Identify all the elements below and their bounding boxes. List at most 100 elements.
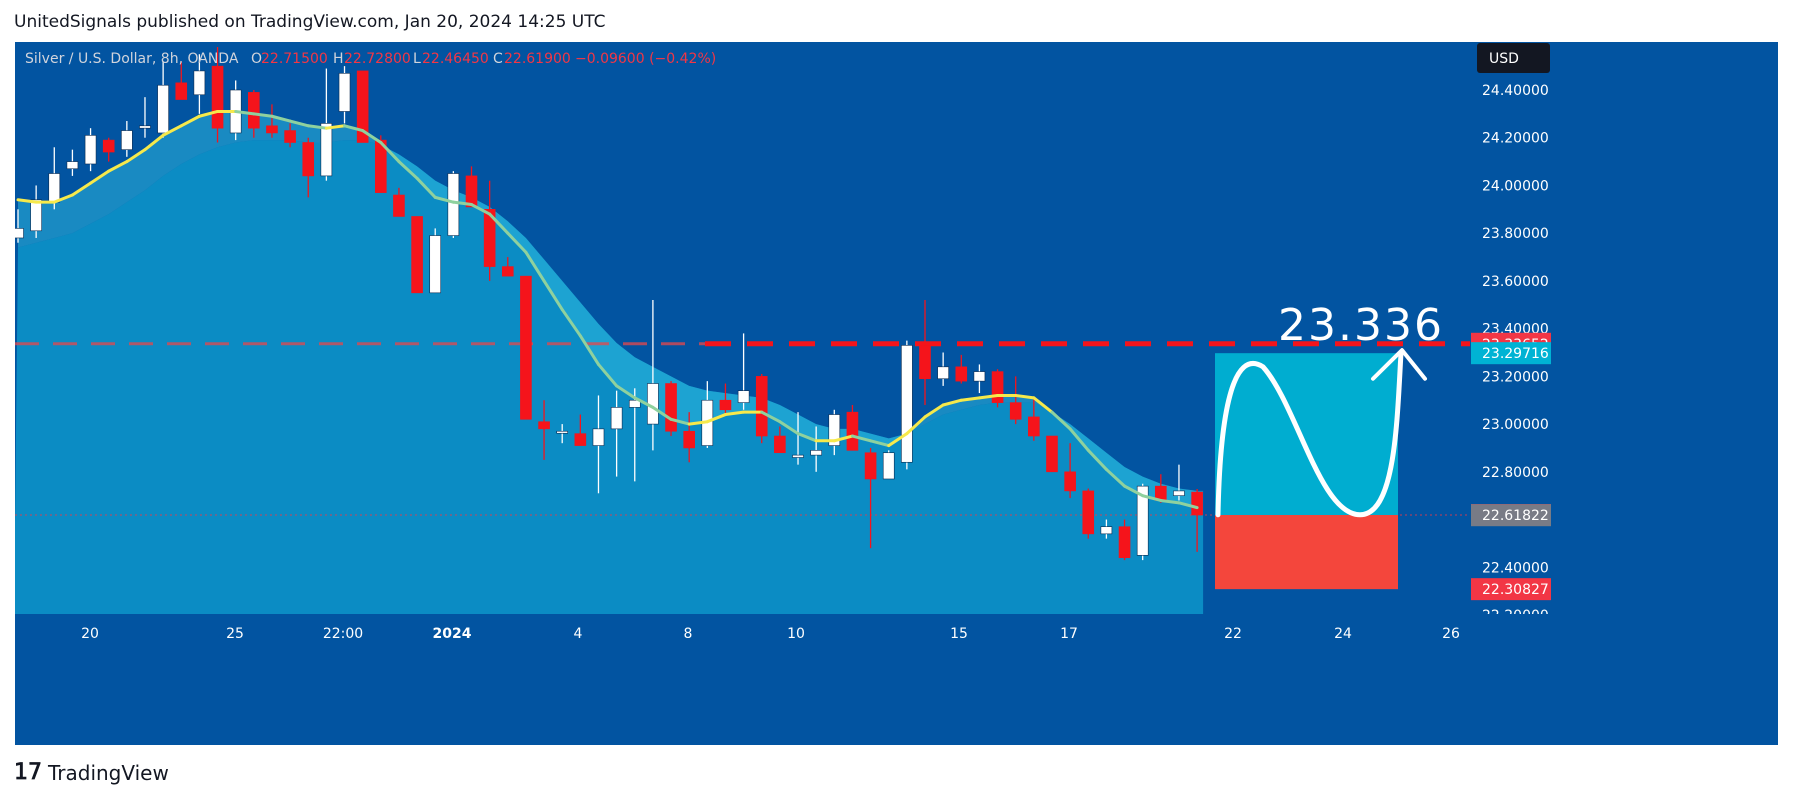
ma-segment [488, 212, 510, 235]
candle-body [737, 390, 750, 403]
ma-segment [16, 198, 38, 204]
ma-segment [796, 432, 818, 443]
currency-badge[interactable] [1477, 43, 1550, 73]
ma-segment [324, 124, 347, 130]
ma-segment [869, 439, 891, 448]
ma-segment [1104, 467, 1127, 488]
time-tick: 17 [1060, 626, 1078, 642]
ma-segment [343, 124, 365, 133]
price-badge [1471, 342, 1551, 365]
price-tick: 24.00000 [1482, 178, 1549, 194]
legend-o-value: 22.71500 [261, 51, 328, 67]
time-tick: 4 [574, 626, 583, 642]
price-badge [1471, 504, 1551, 527]
candle-body [1136, 485, 1149, 556]
ma-segment [596, 362, 619, 388]
candle-body [864, 452, 877, 480]
time-tick: 24 [1334, 626, 1352, 642]
annotation-layer: 23.336 [1215, 300, 1442, 518]
ma-segment [687, 420, 709, 426]
price-chart[interactable]: 23.336 24.4000024.2000024.0000023.800002… [15, 42, 1778, 745]
candle-body [520, 275, 532, 420]
ma-segment [197, 109, 220, 118]
ma-segment [1123, 484, 1145, 498]
candle-body [248, 92, 260, 129]
candle-body [211, 65, 224, 129]
ma-segment [760, 410, 782, 424]
candle-body [1046, 435, 1058, 473]
ma-segment [433, 195, 455, 204]
candle-body [538, 421, 550, 430]
time-tick: 2024 [433, 626, 472, 642]
candle-body [193, 70, 206, 96]
candle-body [84, 135, 97, 165]
ma-segment [542, 279, 564, 312]
candle-body [973, 371, 986, 382]
ma-segment [651, 405, 673, 421]
candle-body [338, 72, 351, 112]
ma-segment [959, 396, 981, 402]
candle-body [356, 70, 369, 143]
ma-segment [941, 398, 963, 407]
candle-body [320, 123, 333, 177]
ma-segment [270, 114, 292, 123]
candle-body [1191, 491, 1203, 516]
candle-body [937, 366, 949, 380]
tradingview-logo[interactable]: 𝟣𝟩 TradingView [14, 760, 169, 785]
candle-body [157, 84, 169, 134]
candle-body [901, 345, 913, 463]
candle-body [411, 216, 423, 294]
candle-body [955, 366, 968, 382]
legend-l-value: 22.46450 [422, 51, 489, 67]
ma-segment [633, 396, 655, 409]
candle-body [628, 399, 641, 408]
ma-segment [252, 112, 274, 118]
moving-average-layer [16, 109, 1199, 510]
candle-body [719, 399, 732, 411]
candle-body [1009, 402, 1022, 420]
ma-segment [361, 129, 383, 144]
ma-segment [832, 434, 854, 443]
candle-body [429, 235, 442, 294]
projection-curve [1215, 350, 1404, 518]
price-tick: 22.80000 [1482, 465, 1549, 481]
candle-body [483, 209, 496, 267]
ma-segment [1032, 396, 1054, 414]
candle-body [1173, 490, 1185, 496]
candle-body [302, 142, 315, 177]
candle-body [683, 430, 695, 449]
candles-layer [15, 47, 1203, 561]
candle-body [447, 173, 460, 236]
long-position-tool[interactable] [1215, 353, 1398, 590]
ma-segment [1086, 448, 1108, 471]
ma-segment [125, 148, 147, 164]
price-tick: 22.40000 [1482, 560, 1549, 576]
ma-segment [1177, 501, 1199, 510]
ma-segment [397, 160, 419, 180]
ma-segment [977, 393, 1000, 400]
ma-segment [506, 231, 528, 254]
ma-segment [415, 176, 437, 199]
time-tick: 22 [1224, 626, 1242, 642]
price-badge-label: 22.61822 [1482, 508, 1549, 524]
candle-body [121, 130, 133, 150]
ma-segment [1050, 410, 1072, 431]
candle-body [882, 452, 895, 480]
dashed-level-layer [15, 341, 1470, 516]
candle-body [846, 411, 859, 451]
candle-body [1100, 526, 1113, 535]
ma-segment [705, 413, 727, 424]
arrow-head-icon [1371, 348, 1427, 381]
stop-zone [1215, 515, 1398, 590]
ma-segment [143, 133, 165, 152]
candle-body [501, 266, 514, 277]
target-zone [1215, 353, 1398, 516]
ma-segment [52, 193, 74, 204]
candle-body [556, 430, 569, 434]
time-tick: 8 [684, 626, 693, 642]
price-tick: 23.80000 [1482, 226, 1549, 242]
ma-segment [723, 410, 746, 417]
ma-segment [107, 160, 129, 173]
candle-body [1028, 416, 1040, 437]
ma-segment [923, 403, 945, 419]
